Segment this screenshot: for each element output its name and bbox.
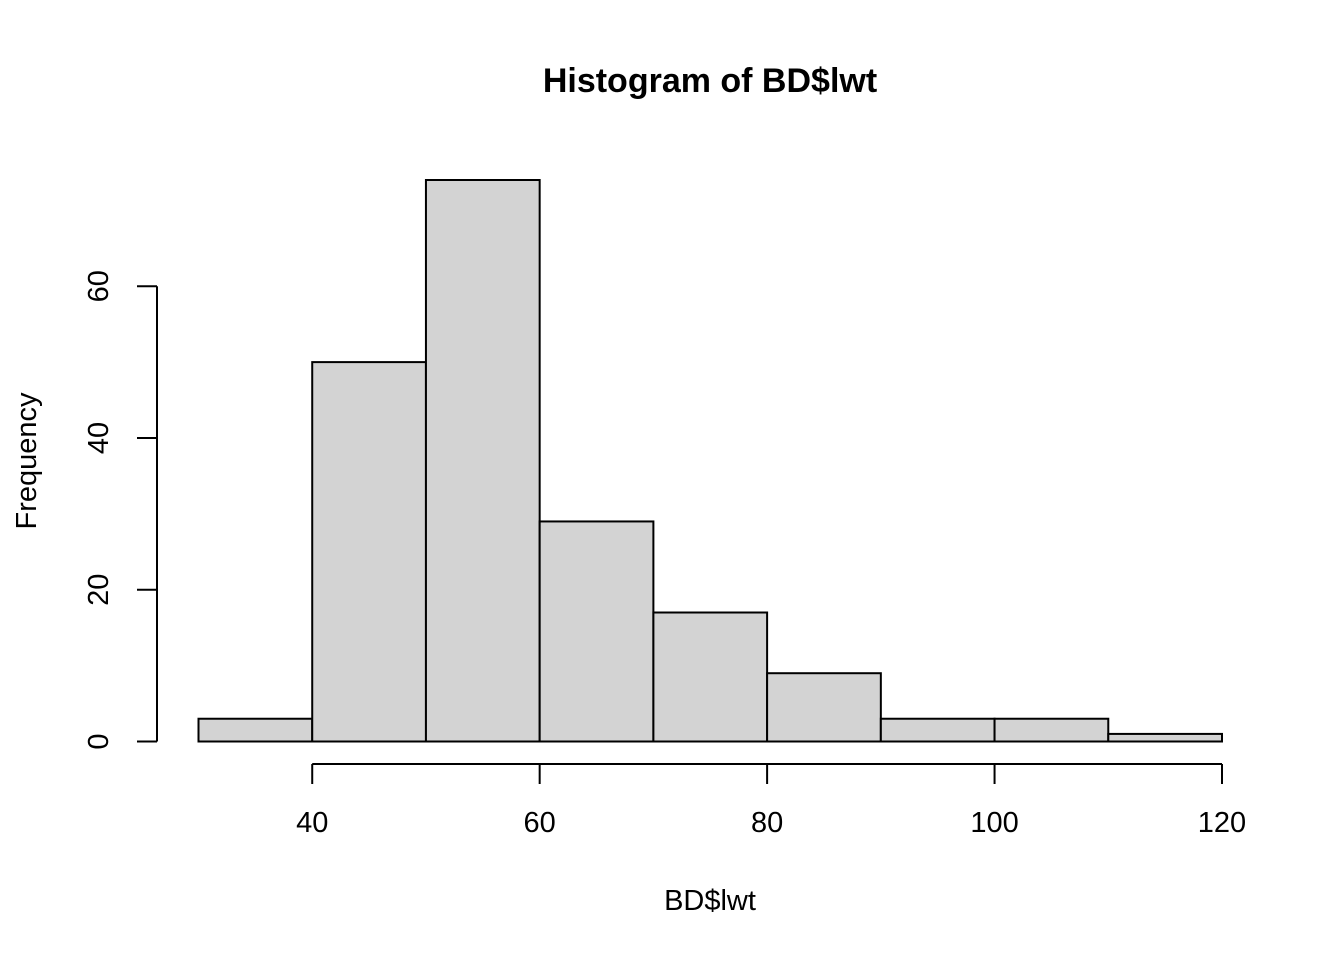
histogram-bar-90-100 [879,717,996,743]
y-tick-label-60: 60 [83,270,115,302]
histogram-bar-110-120 [1107,732,1224,743]
x-tick-label-40: 40 [296,807,328,839]
x-tick-label-80: 80 [751,807,783,839]
histogram-bar-60-70 [538,520,655,743]
histogram-bar-50-60 [424,179,541,743]
histogram-bar-70-80 [652,611,769,743]
histogram-bar-100-110 [993,717,1110,743]
histogram-bar-30-40 [197,717,314,743]
y-tick-label-20: 20 [83,574,115,606]
x-tick-label-100: 100 [970,807,1018,839]
y-axis-label: Frequency [11,392,43,530]
x-axis-label: BD$lwt [664,885,756,917]
y-axis: 0 20 40 60 [83,270,158,750]
histogram-bar-40-50 [311,361,427,743]
x-axis: 40 60 80 100 120 [296,763,1246,839]
bars-group [197,179,1224,743]
y-tick-label-0: 0 [83,733,115,749]
y-tick-label-40: 40 [83,422,115,454]
x-tick-label-60: 60 [524,807,556,839]
chart-title: Histogram of BD$lwt [543,62,877,100]
histogram-bar-80-90 [766,672,882,743]
x-tick-label-120: 120 [1198,807,1246,839]
